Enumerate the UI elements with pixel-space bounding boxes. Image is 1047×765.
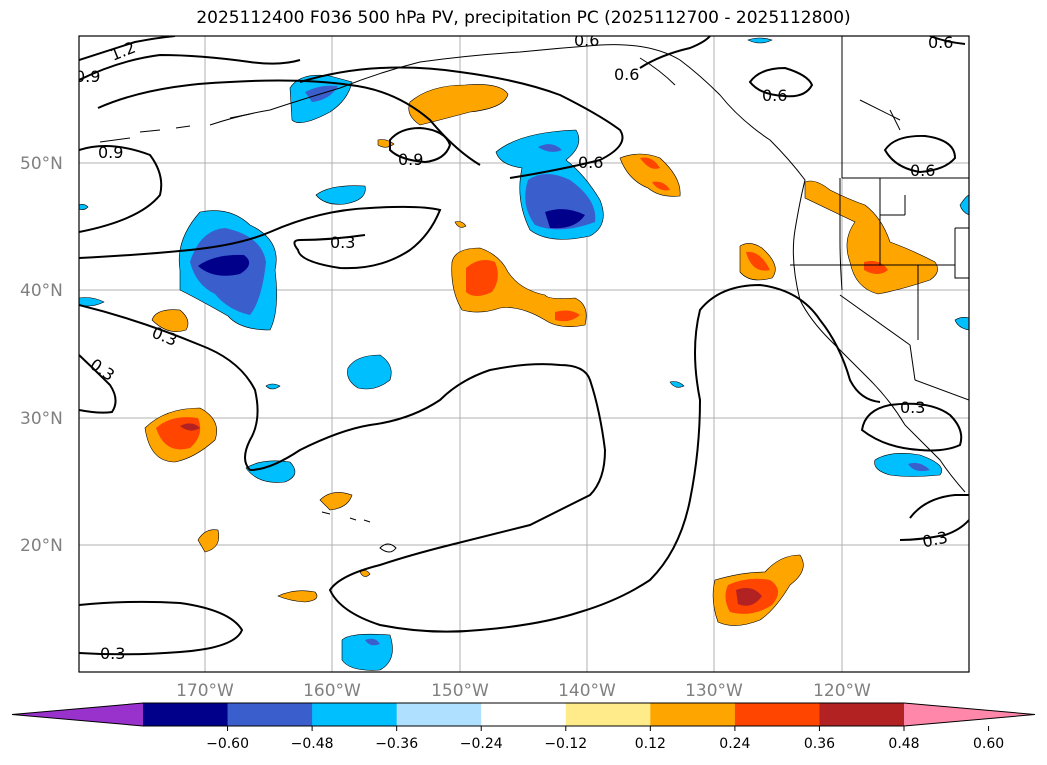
pos-area-small7 [454,221,467,228]
neg-area-small3 [245,460,296,483]
contour-label-0-6-e: 0.6 [928,33,953,52]
contour-label-0-6-a: 0.6 [614,65,639,84]
contour-0-3-se [860,402,963,452]
lon-label-120w: 120°W [813,681,871,701]
colorbar-segment [227,703,313,726]
pos-area-nw [151,309,189,332]
contour-0-9-mid [97,79,481,166]
pos-area-north [408,84,509,126]
colorbar-segment [565,703,651,726]
neg-area-misc5 [954,317,969,331]
colorbar-segment [481,703,567,726]
lat-label-20n: 20°N [20,536,63,556]
neg-area-south [341,633,393,671]
contour-label-0-6-b: 0.6 [578,153,603,172]
positive-precip-areas [144,84,938,626]
colorbar-segment [650,703,736,726]
contour-0-3-mid [79,205,442,270]
contour-label-0-6-f: 0.6 [574,31,599,50]
contour-1-2 [79,36,176,61]
contour-0-9-loop [389,126,452,164]
lon-label-150w: 150°W [431,681,489,701]
colorbar-outline [11,702,1036,727]
colorbar-segment [143,703,229,726]
contour-0-6-ne [883,134,957,174]
contour-label-0-6-c: 0.6 [762,86,787,105]
pv-contours [79,36,969,656]
colorbar-segment [312,703,398,726]
colorbar-tick-label: 0.48 [888,736,919,752]
longitude-labels: 170°W 160°W 150°W 140°W 130°W 120°W [176,681,871,701]
colorbar-segment [734,703,820,726]
contour-label-0-9-c: 0.9 [398,150,423,169]
lat-label-40n: 40°N [20,281,63,301]
lon-label-160w: 160°W [303,681,361,701]
contour-0-6-corner [929,36,966,45]
contour-label-0-3-f: 0.3 [100,644,125,663]
contour-0-6-top [639,36,711,69]
map-title: 2025112400 F036 500 hPa PV, precipitatio… [196,8,851,28]
pos-area-small5 [277,590,318,603]
neg-area-misc6 [959,194,969,216]
neg-area-small1 [315,185,366,205]
contour-0-9-top [79,53,301,81]
contour-0-3-left [79,354,117,414]
contour-0-3-east [909,494,969,519]
lon-label-130w: 130°W [685,681,743,701]
lon-label-170w: 170°W [176,681,234,701]
pos-area-small4 [197,529,219,553]
colorbar-tick-label: −0.24 [460,736,503,752]
neg-area-misc4 [747,37,773,44]
lat-label-30n: 30°N [20,409,63,429]
contour-0-3-sw [79,600,244,656]
pos-area-coast [804,180,938,295]
colorbar-tick-label: −0.60 [206,736,249,752]
colorbar-tick-label: 0.36 [804,736,835,752]
colorbar-tick-label: −0.48 [291,736,334,752]
colorbar-segment [819,703,905,726]
lat-label-50n: 50°N [20,154,63,174]
contour-0-6-loop [748,66,814,98]
contour-label-0-3-d: 0.3 [900,398,925,417]
contour-0-9-west [79,145,163,233]
colorbar-tick-label: 0.12 [635,736,666,752]
contour-labels: 1.2 0.9 0.9 0.9 0.6 0.6 0.6 0.6 0.6 0.6 … [75,31,953,663]
lon-label-140w: 140°W [558,681,616,701]
colorbar-tick-label: −0.12 [544,736,587,752]
neg-area-small2 [347,354,392,390]
neg-area-misc7 [79,204,89,210]
colorbar-tick-label: 0.60 [973,736,1004,752]
coastlines [99,36,969,553]
contour-0-3-east2 [899,519,969,541]
colorbar-extend-max [904,703,1035,726]
map-frame [78,35,970,673]
latitude-labels: 50°N 40°N 30°N 20°N [20,154,63,556]
contour-0-6-long [299,66,624,179]
contour-label-0-9-a: 0.9 [75,67,100,86]
colorbar-tick-label: 0.24 [719,736,750,752]
neg-area-misc2 [265,383,281,390]
contour-0-3-west [79,283,881,633]
contour-label-0-9-b: 0.9 [98,143,123,162]
negative-precip-areas [79,37,969,671]
pos-area-small3 [319,492,353,511]
neg-area-misc3 [669,381,685,388]
map-background [79,36,969,672]
colorbar-segment [396,703,482,726]
contour-label-0-3-a: 0.3 [330,233,355,252]
contour-label-0-3-e: 0.3 [921,528,950,552]
contour-label-0-6-d: 0.6 [910,161,935,180]
colorbar-extend-min [12,703,143,726]
colorbar: −0.60 −0.48 −0.36 −0.24 −0.12 0.12 0.24 0.36 0.4… [11,702,1036,752]
colorbar-tick-label: −0.36 [375,736,418,752]
